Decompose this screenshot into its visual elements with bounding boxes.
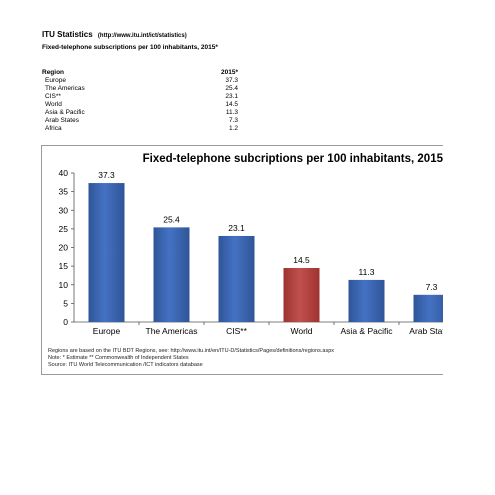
table-row: Asia & Pacific 11.3: [42, 109, 238, 117]
y-tick-label: 25: [59, 224, 69, 234]
y-tick-label: 20: [59, 243, 69, 253]
note-source: Source: ITU World Telecommunication /ICT…: [48, 362, 203, 368]
y-tick-label: 35: [59, 187, 69, 197]
table-cell-value: 14.5: [225, 101, 238, 108]
table-cell-value: 7.3: [228, 117, 238, 124]
table-cell-value: 11.3: [225, 109, 238, 116]
x-tick-label: The Americas: [146, 326, 198, 336]
data-label: 37.3: [98, 170, 115, 180]
table-cell-value: 23.1: [225, 93, 238, 100]
y-tick-label: 40: [59, 168, 69, 178]
table-row: Arab States 7.3: [42, 117, 238, 125]
table-cell-region: World: [45, 101, 62, 108]
data-label: 23.1: [228, 223, 245, 233]
data-table: Region 2015* Europe 37.3 The Americas 25…: [42, 69, 238, 133]
bar: [88, 183, 125, 322]
data-label: 14.5: [293, 255, 310, 265]
data-label: 11.3: [359, 267, 375, 277]
table-row: CIS** 23.1: [42, 93, 238, 101]
chart-notes: Regions are based on the ITU BDT Regions…: [48, 348, 334, 369]
table-cell-region: The Americas: [45, 85, 85, 92]
report-url: (http://www.itu.int/ict/statistics): [97, 33, 187, 39]
data-label: 25.4: [163, 214, 180, 224]
table-cell-region: Europe: [45, 77, 66, 84]
bar: [153, 227, 190, 322]
table-cell-region: Africa: [45, 125, 62, 132]
table-cell-value: 1.2: [228, 125, 238, 132]
table-row: Africa 1.2: [42, 125, 238, 133]
table-cell-region: Arab States: [45, 117, 79, 124]
table-header-year: 2015*: [221, 69, 238, 76]
x-tick-label: CIS**: [226, 326, 247, 336]
bar-chart: 0 5 10 15 20 25 30 35 40 37.3 Europe 25.4 The Americ…: [59, 168, 443, 336]
y-tick-label: 15: [59, 261, 69, 271]
x-tick-label: Asia & Pacific: [341, 326, 394, 336]
bar: [283, 267, 320, 322]
chart-title: Fixed-telephone subcriptions per 100 inh…: [142, 153, 443, 165]
table-row: The Americas 25.4: [42, 85, 238, 93]
table-cell-value: 25.4: [225, 85, 238, 92]
x-tick-label: World: [290, 326, 312, 336]
note-regions: Regions are based on the ITU BDT Regions…: [48, 348, 335, 354]
report-title-text: ITU Statistics: [42, 30, 93, 39]
table-header-row: Region 2015*: [42, 69, 238, 77]
bar: [218, 235, 255, 322]
y-tick-label: 5: [63, 298, 68, 308]
y-tick-label: 0: [63, 317, 68, 327]
table-header-region: Region: [42, 69, 65, 76]
table-row: World 14.5: [42, 101, 238, 109]
note-estimate: Note: * Estimate ** Commonwealth of Inde…: [48, 355, 189, 361]
table-cell-value: 37.3: [225, 77, 238, 84]
report-subtitle: Fixed-telephone subscriptions per 100 in…: [42, 44, 218, 51]
table-row: Europe 37.3: [42, 77, 238, 85]
x-tick-label: Europe: [93, 326, 121, 336]
table-cell-region: Asia & Pacific: [45, 109, 85, 116]
y-tick-label: 10: [59, 280, 69, 290]
bar: [413, 294, 443, 322]
report-title: ITU Statistics (http://www.itu.int/ict/s…: [42, 30, 187, 39]
x-tick-label: Arab States: [409, 326, 443, 336]
bar: [348, 279, 385, 322]
y-tick-label: 30: [59, 205, 69, 215]
table-cell-region: CIS**: [45, 93, 61, 100]
data-label: 7.3: [426, 282, 438, 292]
chart-panel: Fixed-telephone subcriptions per 100 inh…: [41, 145, 443, 375]
